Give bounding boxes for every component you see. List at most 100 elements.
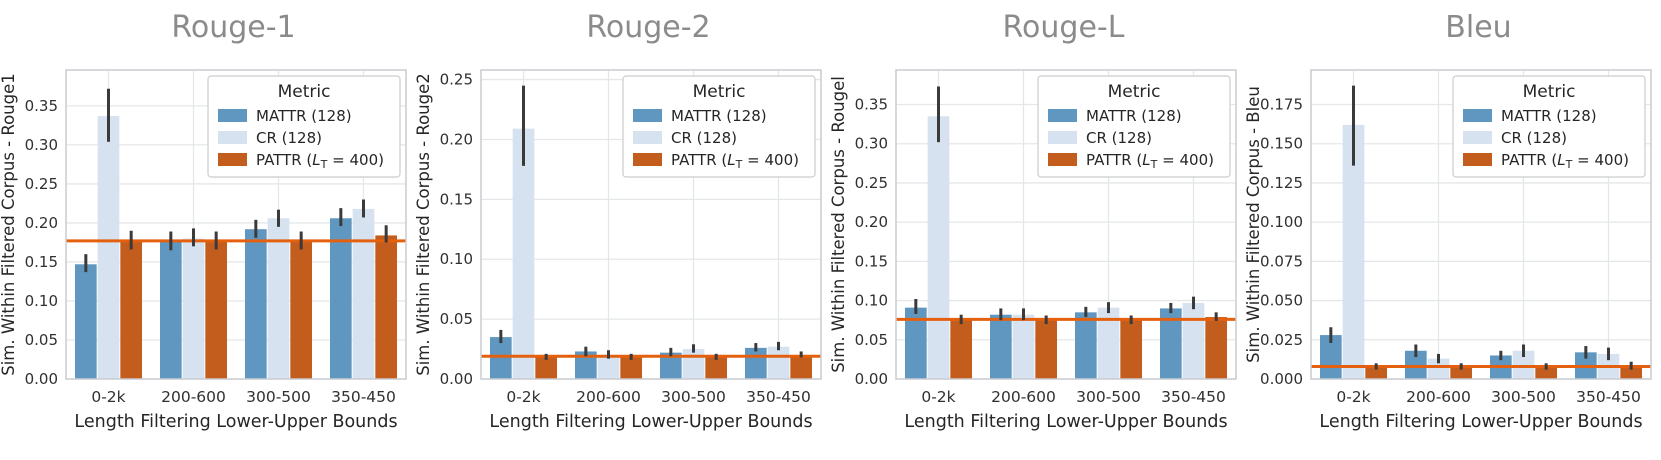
bar xyxy=(1205,317,1227,379)
bar xyxy=(490,337,512,379)
legend-box xyxy=(622,75,816,178)
x-tick-label: 300-500 xyxy=(661,388,726,406)
x-tick-label: 350-450 xyxy=(1161,388,1226,406)
bar xyxy=(75,264,97,379)
y-tick-label: 0.00 xyxy=(440,370,473,388)
bar xyxy=(1075,312,1097,379)
bar xyxy=(620,356,642,379)
y-tick-label: 0.10 xyxy=(440,250,473,268)
y-tick-label: 0.10 xyxy=(25,292,58,310)
x-tick-label: 300-500 xyxy=(1076,388,1141,406)
y-tick-label: 0.175 xyxy=(1260,96,1303,114)
bar xyxy=(682,349,705,379)
legend-swatch xyxy=(1048,131,1077,144)
chart-panel-rouge-1: Rouge-1 0.00 0.05 0.10 0.15 0.20 0.25 0.30 0.35… xyxy=(0,0,415,460)
bar xyxy=(745,347,767,379)
bar xyxy=(1512,350,1535,379)
y-tick-label: 0.15 xyxy=(855,252,888,270)
bar xyxy=(767,346,790,379)
legend-swatch xyxy=(1048,153,1077,166)
x-tick-label: 300-500 xyxy=(246,388,311,406)
bar xyxy=(790,355,812,379)
y-tick-label: 0.10 xyxy=(855,292,888,310)
bar xyxy=(1427,358,1450,379)
bar xyxy=(1120,319,1142,379)
y-tick-label: 0.30 xyxy=(25,136,58,154)
legend-label: CR (128) xyxy=(256,129,322,147)
legend-box xyxy=(1037,75,1231,178)
y-tick-label: 0.20 xyxy=(440,130,473,148)
y-tick-label: 0.30 xyxy=(855,135,888,153)
legend-swatch xyxy=(218,109,247,122)
x-tick-label: 200-600 xyxy=(991,388,1056,406)
x-tick-label: 200-600 xyxy=(576,388,641,406)
x-axis-label: Length Filtering Lower-Upper Bounds xyxy=(1319,412,1642,432)
bar xyxy=(330,218,352,379)
legend-label: CR (128) xyxy=(1086,129,1152,147)
plot-border xyxy=(895,69,1237,380)
y-tick-label: 0.15 xyxy=(25,253,58,271)
legend-label: MATTR (128) xyxy=(671,107,767,125)
chart-bleu-plot: 0.000 0.025 0.050 0.075 0.100 0.125 0.150 0.175… xyxy=(1244,69,1652,432)
bar xyxy=(267,218,290,379)
legend-swatch xyxy=(633,109,662,122)
chart-rouge-2-plot: 0.00 0.05 0.10 0.15 0.20 0.25 0-2k 200-600 300-5… xyxy=(414,69,822,432)
bar xyxy=(245,229,267,379)
bar xyxy=(352,208,375,379)
y-tick-label: 0.25 xyxy=(25,175,58,193)
legend-swatch xyxy=(218,131,247,144)
y-tick-label: 0.050 xyxy=(1260,292,1303,310)
bar xyxy=(950,319,972,379)
bar xyxy=(512,128,535,379)
x-tick-label: 0-2k xyxy=(921,388,955,406)
bar xyxy=(1450,366,1472,379)
bar xyxy=(290,240,312,379)
y-tick-label: 0.00 xyxy=(855,370,888,388)
bar xyxy=(1405,350,1427,379)
legend-box xyxy=(207,75,401,178)
bar xyxy=(1160,308,1182,379)
legend-swatch xyxy=(633,153,662,166)
y-tick-label: 0.025 xyxy=(1260,331,1303,349)
y-tick-label: 0.05 xyxy=(25,331,58,349)
bar xyxy=(705,356,727,379)
bar xyxy=(905,307,927,379)
y-tick-label: 0.075 xyxy=(1260,252,1303,270)
x-axis-label: Length Filtering Lower-Upper Bounds xyxy=(904,412,1227,432)
x-axis-label: Length Filtering Lower-Upper Bounds xyxy=(74,412,397,432)
legend-label: PATTR (LT = 400) xyxy=(1501,151,1629,171)
bar xyxy=(1182,302,1205,379)
y-tick-label: 0.000 xyxy=(1260,370,1303,388)
y-tick-label: 0.35 xyxy=(855,96,888,114)
plot-border xyxy=(1310,69,1652,380)
y-tick-label: 0.150 xyxy=(1260,135,1303,153)
x-tick-label: 300-500 xyxy=(1491,388,1556,406)
y-tick-label: 0.00 xyxy=(25,370,58,388)
bar xyxy=(660,352,682,379)
chart-title-rouge-l: Rouge-L xyxy=(1002,10,1125,45)
x-tick-label: 350-450 xyxy=(1576,388,1641,406)
y-tick-label: 0.15 xyxy=(440,190,473,208)
bar xyxy=(1320,335,1342,379)
legend-label: PATTR (LT = 400) xyxy=(671,151,799,171)
y-axis-label: Sim. Within Filtered Corpus - Rougel xyxy=(830,76,848,373)
chart-panel-bleu: Bleu 0.000 0.025 0.050 0.075 0.100 0.125 0.150… xyxy=(1244,0,1660,460)
legend-swatch xyxy=(1463,109,1492,122)
bar xyxy=(1535,366,1557,379)
chart-rouge-1-plot: 0.00 0.05 0.10 0.15 0.20 0.25 0.30 0.35 0-2k 200-… xyxy=(0,69,407,432)
legend-label: CR (128) xyxy=(671,129,737,147)
legend-title: Metric xyxy=(1523,82,1576,102)
legend-label: MATTR (128) xyxy=(1086,107,1182,125)
x-tick-label: 0-2k xyxy=(1336,388,1370,406)
y-tick-label: 0.25 xyxy=(440,71,473,89)
bar xyxy=(1342,124,1365,380)
legend-label: MATTR (128) xyxy=(256,107,352,125)
legend-box xyxy=(1452,75,1646,178)
bar xyxy=(1012,314,1035,379)
bar xyxy=(575,351,597,379)
bar xyxy=(990,314,1012,379)
chart-rouge-l-plot: 0.00 0.05 0.10 0.15 0.20 0.25 0.30 0.35 0-2k 200-… xyxy=(829,69,1237,432)
chart-panel-rouge-l: Rouge-L 0.00 0.05 0.10 0.15 0.20 0.25 0.30 0.35… xyxy=(829,0,1245,460)
y-tick-label: 0.20 xyxy=(25,214,58,232)
